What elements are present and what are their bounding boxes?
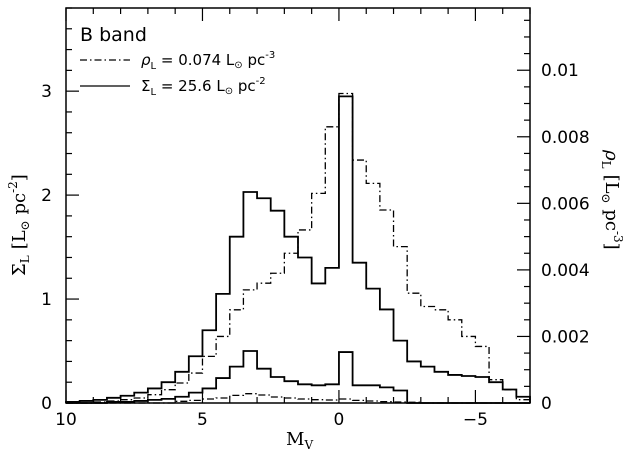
y-right-ticks: 0 0.002 0.004 0.006 0.008 0.01 — [517, 19, 590, 414]
y-right-tick-label: 0.006 — [541, 194, 590, 214]
series-line-3 — [66, 393, 530, 404]
y-right-tick-label: 0.002 — [541, 327, 590, 347]
plot-frame — [65, 7, 531, 404]
y-right-axis-title: ρL[L⊙ pc-3] — [599, 149, 625, 250]
y-left-ticks: 0 1 2 3 — [41, 7, 79, 414]
x-axis-title: MV — [286, 429, 313, 451]
x-tick-label: 10 — [55, 410, 77, 430]
y-left-tick-label: 2 — [41, 186, 52, 206]
series-line-0 — [65, 95, 531, 403]
y-left-tick-label: 0 — [41, 394, 52, 414]
x-tick-label: 0 — [334, 410, 345, 430]
legend: ρL = 0.074 L⊙ pc-3 ΣL = 25.6 L⊙ pc-2 — [80, 50, 275, 98]
series-line-1 — [66, 350, 530, 404]
y-left-tick-label: 1 — [41, 290, 52, 310]
y-right-tick-label: 0.01 — [541, 61, 579, 81]
legend-label-sigma: ΣL = 25.6 L⊙ pc-2 — [141, 76, 266, 98]
y-right-tick-label: 0.004 — [541, 261, 590, 281]
y-right-tick-label: 0.008 — [541, 128, 590, 148]
y-left-axis-title: ΣL[L⊙ pc-2] — [6, 174, 32, 276]
band-label: B band — [80, 24, 147, 46]
x-tick-label: 5 — [197, 410, 208, 430]
series-layer — [65, 92, 531, 404]
x-ticks: 10 5 0 −5 — [55, 8, 531, 430]
x-tick-label: −5 — [463, 410, 488, 430]
y-right-tick-label: 0 — [541, 394, 552, 414]
series-line-2 — [66, 92, 531, 404]
y-left-tick-label: 3 — [41, 82, 52, 102]
legend-label-rho: ρL = 0.074 L⊙ pc-3 — [141, 50, 275, 72]
